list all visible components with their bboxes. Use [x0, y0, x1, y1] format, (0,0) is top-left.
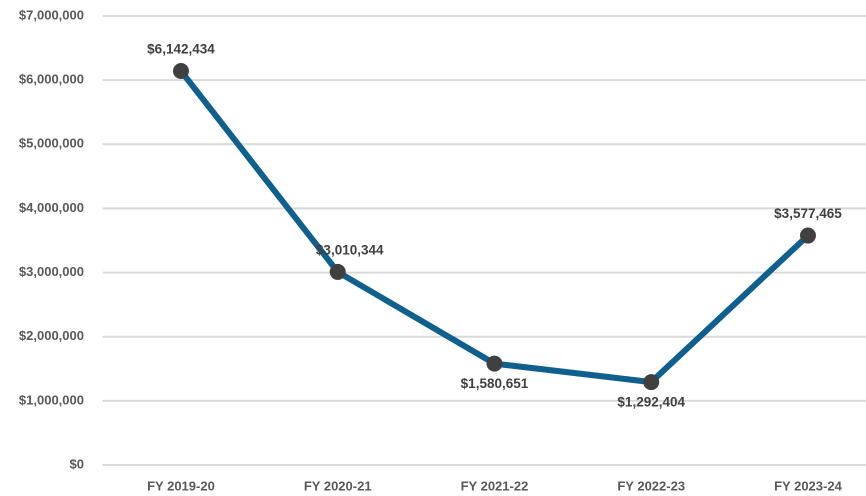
line	[178, 69, 811, 386]
value-label: $3,010,344	[316, 242, 384, 257]
marker	[799, 227, 816, 244]
y-tick-label: $6,000,000	[19, 72, 84, 87]
x-tick-label: FY 2019-20	[147, 478, 215, 493]
x-tick-label: FY 2022-23	[617, 478, 685, 493]
x-tick-label: FY 2020-21	[304, 478, 372, 493]
marker	[329, 263, 346, 280]
value-label: $1,292,404	[617, 395, 685, 410]
value-label: $3,577,465	[774, 206, 842, 221]
y-tick-label: $3,000,000	[19, 264, 84, 279]
marker	[486, 355, 503, 372]
y-tick-label: $0	[70, 456, 84, 471]
y-tick-label: $1,000,000	[19, 392, 84, 407]
y-tick-label: $4,000,000	[19, 200, 84, 215]
y-tick-label: $2,000,000	[19, 328, 84, 343]
marker	[643, 374, 660, 391]
x-tick-label: FY 2021-22	[461, 478, 529, 493]
y-tick-label: $5,000,000	[19, 136, 84, 151]
value-label: $1,580,651	[461, 376, 529, 391]
marker	[172, 63, 189, 80]
x-tick-label: FY 2023-24	[774, 478, 842, 493]
value-label: $6,142,434	[147, 42, 215, 57]
y-tick-label: $7,000,000	[19, 7, 84, 22]
